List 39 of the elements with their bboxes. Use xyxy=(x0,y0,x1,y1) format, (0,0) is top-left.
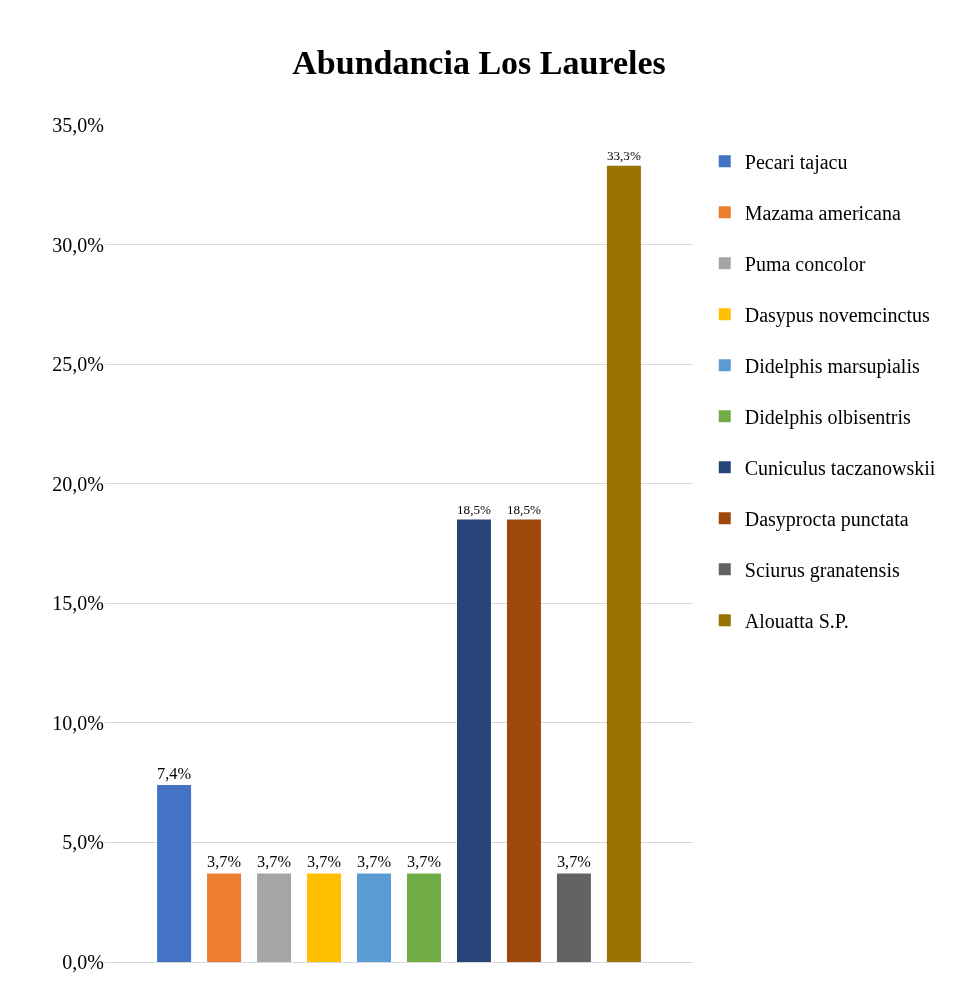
legend-label: Puma concolor xyxy=(744,253,866,276)
bar xyxy=(456,519,491,962)
bar xyxy=(157,785,192,962)
legend-label: Alouatta S.P. xyxy=(744,610,849,633)
legend-label: Dasyprocta punctata xyxy=(744,508,909,532)
data-label: 3,7% xyxy=(307,852,342,872)
legend-label: Cuniculus taczanowskii xyxy=(744,457,936,480)
y-tick-label: 5,0% xyxy=(62,831,104,854)
legend-label: Pecari tajacu xyxy=(744,151,848,175)
data-label: 33,3% xyxy=(606,148,641,164)
legend-label: Didelphis marsupialis xyxy=(744,355,920,379)
data-label: 18,5% xyxy=(456,501,491,517)
y-tick-label: 20,0% xyxy=(52,472,104,495)
bar xyxy=(207,873,242,962)
bar xyxy=(506,519,541,962)
legend-label: Didelphis olbisentris xyxy=(744,406,912,430)
bar xyxy=(606,165,641,962)
bar xyxy=(307,873,342,962)
y-tick-label: 15,0% xyxy=(52,592,104,615)
data-label: 3,7% xyxy=(257,852,292,872)
data-label: 3,7% xyxy=(207,852,242,872)
data-label: 3,7% xyxy=(357,852,392,872)
y-tick-label: 25,0% xyxy=(52,353,104,376)
bar xyxy=(257,873,292,962)
y-tick-label: 35,0% xyxy=(52,114,104,136)
data-label: 7,4% xyxy=(157,763,192,783)
bar xyxy=(357,873,391,962)
data-label: 3,7% xyxy=(556,852,592,872)
y-tick-label: 0,0% xyxy=(62,951,104,973)
chart-title: Abundancia Los Laureles xyxy=(292,44,666,82)
data-label: 3,7% xyxy=(407,852,442,872)
bar xyxy=(556,873,591,962)
legend-label: Sciurus granatensis xyxy=(744,559,900,583)
y-tick-label: 30,0% xyxy=(52,233,104,256)
legend-label: Dasypus novemcinctus xyxy=(744,304,930,328)
y-tick-label: 10,0% xyxy=(52,711,104,734)
bar xyxy=(407,873,441,962)
legend-label: Mazama americana xyxy=(744,202,901,225)
data-label: 18,5% xyxy=(506,501,541,517)
